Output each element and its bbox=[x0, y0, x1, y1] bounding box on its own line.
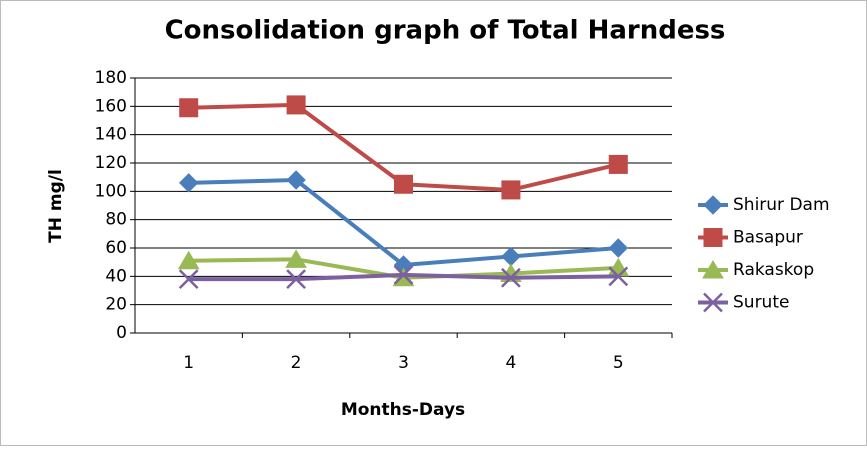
y-tick-label: 60 bbox=[105, 238, 127, 258]
chart-title: Consolidation graph of Total Harndess bbox=[165, 16, 726, 46]
y-tick-label: 20 bbox=[105, 295, 127, 315]
y-tick-label: 140 bbox=[95, 125, 127, 145]
marker bbox=[179, 98, 199, 118]
y-tick-label: 100 bbox=[95, 181, 127, 201]
x-axis-label: Months-Days bbox=[341, 400, 465, 420]
marker bbox=[608, 266, 629, 287]
y-tick-label: 80 bbox=[105, 210, 127, 230]
marker bbox=[394, 174, 413, 194]
x-tick-label: 2 bbox=[291, 353, 302, 373]
y-tick-label: 160 bbox=[95, 96, 127, 116]
marker bbox=[608, 238, 629, 258]
legend-label: Surute bbox=[733, 293, 789, 313]
y-axis-label: TH mg/l bbox=[46, 169, 66, 243]
marker bbox=[286, 170, 306, 190]
marker bbox=[501, 180, 521, 200]
marker bbox=[286, 269, 306, 290]
y-tick-label: 40 bbox=[105, 266, 127, 286]
marker bbox=[608, 154, 628, 174]
legend-label: Basapur bbox=[733, 228, 803, 248]
x-tick-label: 4 bbox=[505, 353, 516, 373]
marker bbox=[703, 228, 723, 247]
marker bbox=[501, 267, 521, 288]
marker bbox=[285, 249, 307, 268]
marker bbox=[703, 195, 723, 215]
marker bbox=[703, 292, 723, 313]
y-tick-label: 0 bbox=[116, 323, 127, 343]
marker bbox=[393, 265, 414, 285]
x-tick-label: 1 bbox=[183, 353, 194, 373]
y-tick-label: 120 bbox=[95, 153, 127, 173]
marker bbox=[286, 95, 306, 115]
x-tick-label: 3 bbox=[398, 353, 409, 373]
legend-label: Shirur Dam bbox=[733, 195, 830, 215]
marker bbox=[178, 173, 199, 193]
legend-label: Rakaskop bbox=[733, 260, 814, 280]
x-tick-label: 5 bbox=[613, 353, 624, 373]
marker bbox=[702, 260, 724, 279]
marker bbox=[177, 250, 200, 270]
y-tick-label: 180 bbox=[95, 68, 127, 88]
marker bbox=[178, 269, 199, 290]
